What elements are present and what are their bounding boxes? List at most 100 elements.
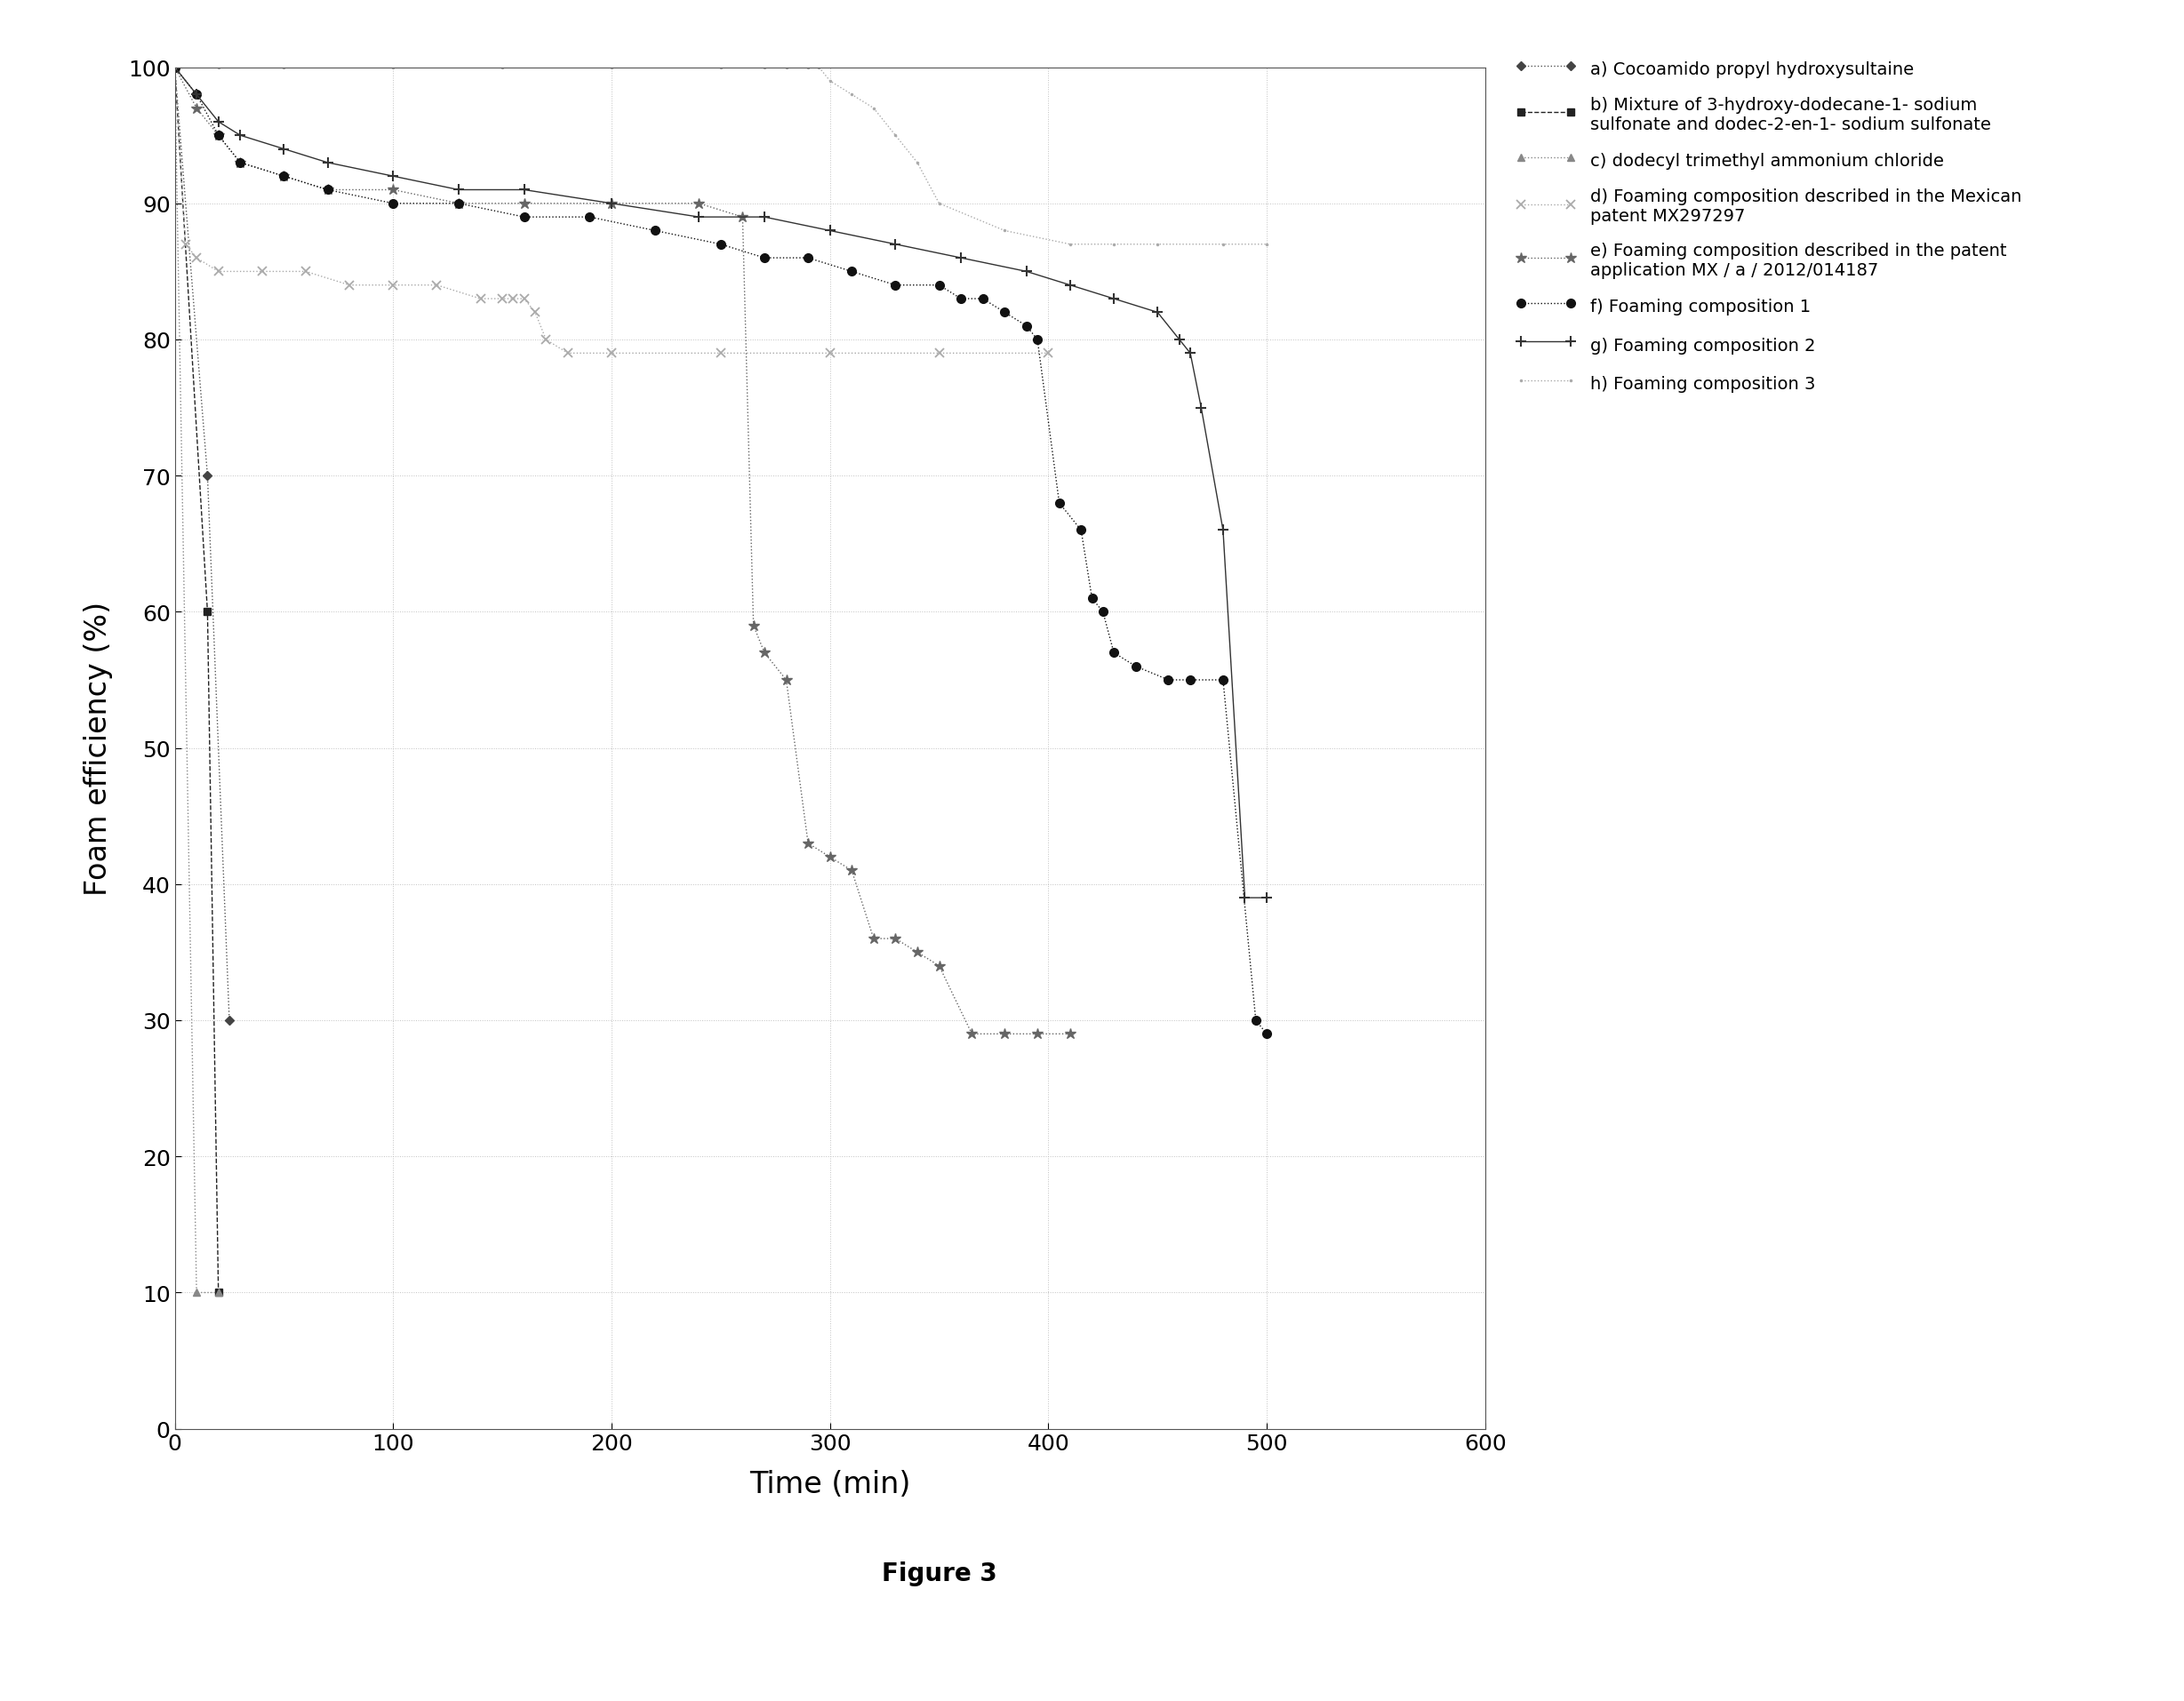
g) Foaming composition 2 [162,58,188,78]
f) Foaming composition 1 [948,289,974,310]
d) Foaming composition described in the Mexican
patent MX297297 [500,289,526,310]
h) Foaming composition 3 [162,58,188,78]
f) Foaming composition 1 [1155,670,1182,691]
g) Foaming composition 2 [183,85,210,105]
d) Foaming composition described in the Mexican
patent MX297297 [249,262,275,282]
h) Foaming composition 3 [598,58,625,78]
g) Foaming composition 2 [1210,521,1236,541]
e) Foaming composition described in the patent
application MX / a / 2012/014187 [751,643,778,663]
e) Foaming composition described in the patent
application MX / a / 2012/014187 [1057,1024,1083,1044]
h) Foaming composition 3 [751,58,778,78]
e) Foaming composition described in the patent
application MX / a / 2012/014187 [817,847,843,868]
f) Foaming composition 1 [577,208,603,228]
e) Foaming composition described in the patent
application MX / a / 2012/014187 [380,180,406,201]
d) Foaming composition described in the Mexican
patent MX297297 [380,276,406,296]
a) Cocoamido propyl hydroxysultaine [162,58,188,78]
e) Foaming composition described in the patent
application MX / a / 2012/014187 [271,167,297,187]
f) Foaming composition 1 [1068,521,1094,541]
d) Foaming composition described in the Mexican
patent MX297297 [708,344,734,364]
f) Foaming composition 1 [1243,1010,1269,1031]
g) Foaming composition 2 [1188,398,1214,418]
e) Foaming composition described in the patent
application MX / a / 2012/014187 [314,180,341,201]
h) Foaming composition 3 [860,99,887,119]
d) Foaming composition described in the Mexican
patent MX297297 [205,262,232,282]
h) Foaming composition 3 [817,71,843,92]
a) Cocoamido propyl hydroxysultaine [194,466,221,486]
d) Foaming composition described in the Mexican
patent MX297297 [173,235,199,255]
Line: f) Foaming composition 1: f) Foaming composition 1 [170,63,1271,1039]
e) Foaming composition described in the patent
application MX / a / 2012/014187 [729,208,756,228]
f) Foaming composition 1 [642,221,668,242]
h) Foaming composition 3 [773,58,799,78]
f) Foaming composition 1 [926,276,952,296]
g) Foaming composition 2 [598,194,625,214]
h) Foaming composition 3 [795,58,821,78]
g) Foaming composition 2 [948,248,974,269]
f) Foaming composition 1 [1101,643,1127,663]
e) Foaming composition described in the patent
application MX / a / 2012/014187 [686,194,712,214]
h) Foaming composition 3 [271,58,297,78]
e) Foaming composition described in the patent
application MX / a / 2012/014187 [227,153,253,174]
f) Foaming composition 1 [1210,670,1236,691]
f) Foaming composition 1 [511,208,537,228]
d) Foaming composition described in the Mexican
patent MX297297 [817,344,843,364]
f) Foaming composition 1 [183,85,210,105]
c) dodecyl trimethyl ammonium chloride [162,58,188,78]
e) Foaming composition described in the patent
application MX / a / 2012/014187 [205,126,232,146]
g) Foaming composition 2 [1057,276,1083,296]
g) Foaming composition 2 [686,208,712,228]
Line: b) Mixture of 3-hydroxy-dodecane-1- sodium
sulfonate and dodec-2-en-1- sodium sulfonate: b) Mixture of 3-hydroxy-dodecane-1- sodi… [170,65,223,1296]
g) Foaming composition 2 [1013,262,1040,282]
Line: d) Foaming composition described in the Mexican
patent MX297297: d) Foaming composition described in the … [170,63,1053,359]
Line: g) Foaming composition 2: g) Foaming composition 2 [168,63,1273,903]
g) Foaming composition 2 [817,221,843,242]
e) Foaming composition described in the patent
application MX / a / 2012/014187 [1024,1024,1051,1044]
h) Foaming composition 3 [839,85,865,105]
g) Foaming composition 2 [882,235,909,255]
f) Foaming composition 1 [708,235,734,255]
Y-axis label: Foam efficiency (%): Foam efficiency (%) [83,602,114,895]
f) Foaming composition 1 [1024,330,1051,350]
e) Foaming composition described in the patent
application MX / a / 2012/014187 [882,929,909,949]
h) Foaming composition 3 [882,126,909,146]
g) Foaming composition 2 [1177,344,1203,364]
d) Foaming composition described in the Mexican
patent MX297297 [555,344,581,364]
f) Foaming composition 1 [314,180,341,201]
d) Foaming composition described in the Mexican
patent MX297297 [467,289,494,310]
d) Foaming composition described in the Mexican
patent MX297297 [1035,344,1061,364]
f) Foaming composition 1 [1254,1024,1280,1044]
h) Foaming composition 3 [380,58,406,78]
e) Foaming composition described in the patent
application MX / a / 2012/014187 [959,1024,985,1044]
f) Foaming composition 1 [751,248,778,269]
g) Foaming composition 2 [380,167,406,187]
e) Foaming composition described in the patent
application MX / a / 2012/014187 [773,670,799,691]
Line: h) Foaming composition 3: h) Foaming composition 3 [173,66,1269,247]
f) Foaming composition 1 [227,153,253,174]
f) Foaming composition 1 [795,248,821,269]
c) dodecyl trimethyl ammonium chloride [205,1283,232,1303]
f) Foaming composition 1 [1177,670,1203,691]
f) Foaming composition 1 [1090,602,1116,623]
g) Foaming composition 2 [1232,888,1258,908]
f) Foaming composition 1 [271,167,297,187]
g) Foaming composition 2 [271,139,297,160]
f) Foaming composition 1 [992,303,1018,323]
f) Foaming composition 1 [205,126,232,146]
f) Foaming composition 1 [1079,589,1105,609]
b) Mixture of 3-hydroxy-dodecane-1- sodium
sulfonate and dodec-2-en-1- sodium sulfonate [194,602,221,623]
e) Foaming composition described in the patent
application MX / a / 2012/014187 [162,58,188,78]
e) Foaming composition described in the patent
application MX / a / 2012/014187 [860,929,887,949]
h) Foaming composition 3 [926,194,952,214]
f) Foaming composition 1 [446,194,472,214]
g) Foaming composition 2 [751,208,778,228]
e) Foaming composition described in the patent
application MX / a / 2012/014187 [992,1024,1018,1044]
e) Foaming composition described in the patent
application MX / a / 2012/014187 [183,99,210,119]
c) dodecyl trimethyl ammonium chloride [183,1283,210,1303]
d) Foaming composition described in the Mexican
patent MX297297 [336,276,363,296]
Line: c) dodecyl trimethyl ammonium chloride: c) dodecyl trimethyl ammonium chloride [170,65,223,1296]
d) Foaming composition described in the Mexican
patent MX297297 [926,344,952,364]
X-axis label: Time (min): Time (min) [749,1470,911,1499]
f) Foaming composition 1 [1123,657,1149,677]
Line: a) Cocoamido propyl hydroxysultaine: a) Cocoamido propyl hydroxysultaine [173,65,232,1024]
e) Foaming composition described in the patent
application MX / a / 2012/014187 [904,942,930,963]
